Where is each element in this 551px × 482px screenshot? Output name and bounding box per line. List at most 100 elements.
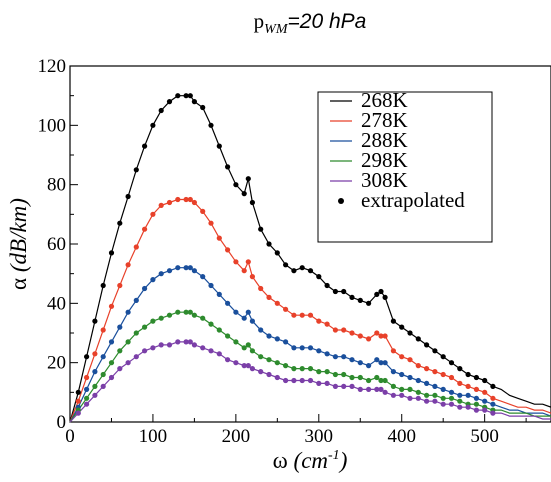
- legend-box: [317, 91, 493, 243]
- data-point: [133, 330, 139, 336]
- data-point: [125, 262, 131, 268]
- data-point: [432, 369, 438, 375]
- data-point: [191, 268, 197, 274]
- title-subscript: WM: [264, 22, 289, 37]
- data-point: [407, 374, 413, 381]
- data-point: [258, 226, 264, 232]
- data-point: [291, 366, 297, 372]
- data-point: [390, 348, 396, 354]
- data-point: [216, 235, 222, 241]
- data-point: [100, 282, 106, 289]
- data-point: [150, 318, 156, 324]
- y-tick-label: 60: [47, 234, 66, 255]
- series-markers: [75, 93, 496, 416]
- x-tick-label: 300: [305, 426, 334, 447]
- data-point: [283, 339, 289, 345]
- data-point: [150, 277, 156, 283]
- data-point: [92, 383, 98, 389]
- data-point: [291, 312, 297, 318]
- data-point: [457, 404, 463, 410]
- data-point: [258, 354, 264, 360]
- data-point: [307, 312, 314, 318]
- data-point: [84, 374, 90, 381]
- legend-label-268K: 268K: [361, 88, 408, 112]
- data-point: [366, 363, 372, 369]
- data-point: [316, 380, 322, 386]
- data-point: [349, 330, 355, 336]
- data-point: [266, 333, 272, 339]
- data-point: [490, 383, 496, 389]
- data-point: [473, 407, 479, 413]
- data-point: [108, 360, 115, 366]
- data-point: [490, 410, 496, 416]
- data-point: [424, 366, 430, 372]
- data-point: [283, 377, 289, 384]
- data-point: [407, 386, 413, 392]
- legend-label-278K: 278K: [361, 108, 408, 132]
- data-point: [142, 324, 148, 330]
- title-suffix: =20 hPa: [288, 10, 367, 33]
- data-point: [378, 377, 384, 384]
- legend-label-288K: 288K: [361, 128, 408, 152]
- data-point: [482, 377, 488, 384]
- data-point: [183, 339, 189, 345]
- data-point: [150, 122, 156, 128]
- data-point: [84, 401, 90, 407]
- y-tick-label: 100: [38, 115, 67, 136]
- data-point: [341, 354, 347, 360]
- data-point: [366, 386, 372, 392]
- data-point: [316, 274, 322, 280]
- data-point: [324, 321, 330, 327]
- data-point: [133, 167, 139, 173]
- data-point: [448, 389, 455, 395]
- data-point: [299, 265, 305, 271]
- data-point: [175, 93, 181, 99]
- data-point: [332, 354, 338, 360]
- data-point: [424, 380, 430, 386]
- data-point: [448, 360, 455, 366]
- data-point: [378, 386, 384, 392]
- data-point: [440, 401, 446, 407]
- data-point: [316, 318, 322, 324]
- y-axis-title: α (dB/km): [6, 198, 31, 290]
- data-point: [357, 297, 363, 303]
- data-point: [432, 392, 438, 398]
- data-point: [166, 312, 173, 318]
- x-axis-symbol: ω: [273, 448, 288, 473]
- y-tick-label: 120: [38, 56, 67, 77]
- data-point: [378, 333, 384, 339]
- data-point: [158, 342, 164, 348]
- x-tick-label: 0: [65, 426, 75, 447]
- data-point: [473, 401, 479, 407]
- data-point: [216, 291, 222, 297]
- data-point: [249, 274, 255, 280]
- data-point: [324, 282, 330, 289]
- data-point: [208, 321, 214, 327]
- x-axis-unit-open: (cm: [288, 448, 328, 473]
- data-point: [399, 354, 405, 360]
- data-point: [307, 268, 314, 274]
- data-point: [424, 342, 430, 348]
- data-point: [191, 99, 197, 105]
- data-point: [291, 268, 297, 274]
- data-point: [158, 315, 164, 321]
- data-point: [399, 324, 405, 330]
- data-point: [208, 220, 214, 226]
- data-point: [187, 339, 193, 345]
- data-point: [457, 380, 463, 386]
- data-point: [399, 392, 405, 398]
- data-point: [341, 327, 347, 333]
- legend-label-extrapolated: extrapolated: [361, 188, 465, 212]
- data-point: [245, 309, 251, 315]
- data-point: [142, 143, 148, 149]
- data-point: [125, 309, 131, 315]
- legend-label-308K: 308K: [361, 168, 408, 192]
- data-point: [216, 351, 222, 357]
- y-axis-unit: (dB/km): [6, 198, 31, 278]
- data-point: [415, 363, 421, 369]
- data-point: [241, 268, 247, 274]
- data-point: [249, 366, 255, 372]
- data-point: [357, 386, 363, 392]
- data-point: [225, 247, 231, 253]
- data-point: [448, 374, 455, 381]
